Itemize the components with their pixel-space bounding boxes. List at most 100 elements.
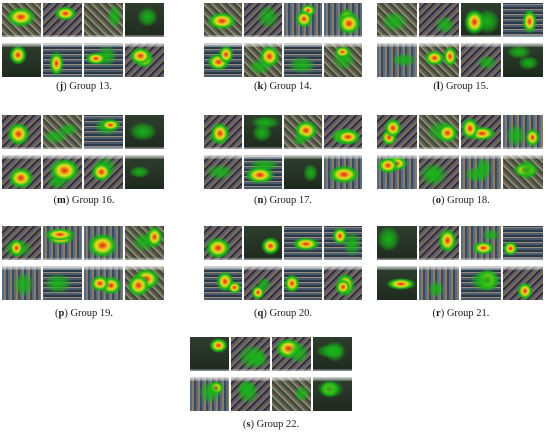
heat-blob [385,278,417,291]
heat-blob [332,47,357,72]
heat-blob [46,175,69,189]
heat-blob [336,272,356,297]
figure-panel-j: (j) Group 13. [2,3,166,95]
heatmap-tile [284,43,322,77]
separator-band [2,258,166,270]
heat-blob [48,50,65,76]
heatmap-tile [204,155,242,189]
heat-blob [127,273,151,297]
heat-blob [87,233,118,258]
figure-caption: (k) Group 14. [253,81,313,92]
heatmap-tile [84,115,123,149]
heat-blob [206,164,234,180]
heat-blob [381,10,409,33]
heatmap-tile [244,266,282,300]
heat-blob [136,7,159,27]
heatmap-tile [503,226,543,260]
figure-panel-r: (r) Group 21. [377,226,545,322]
heatmap-tile [190,337,229,371]
heat-blob [260,237,280,255]
heat-blob [513,161,540,178]
heat-blob [89,274,111,292]
heatmap-tile [461,43,501,77]
heat-blob [8,167,35,189]
separator-band [377,147,545,159]
heat-blob [47,232,74,246]
heat-blob [464,165,490,184]
heat-blob [99,275,122,296]
heat-blob [204,236,232,260]
heatmap-tile [43,266,82,300]
heat-blob [384,117,402,139]
heat-blob [334,279,351,296]
heat-blob [208,130,228,145]
heatmap-tile [43,43,82,77]
heatmap-tile [125,226,164,260]
heat-blob [145,226,164,248]
figure-label: Group 21. [446,308,490,319]
heatmap-tile [84,3,123,37]
heat-blob [129,46,152,65]
separator-band [377,258,545,270]
figure-caption: (m) Group 16. [53,195,115,206]
heat-blob [94,116,120,136]
heat-blob [210,121,231,145]
heat-blob [343,230,362,257]
heat-blob [330,128,360,146]
figure-letter: l [436,81,440,92]
heat-blob [503,241,518,257]
heatmap-tile [204,226,242,260]
heatmap-tile [284,266,322,300]
heat-blob [8,45,28,65]
heatmap-tile [204,266,242,300]
heatmap-tile [377,266,417,300]
heat-blob [519,158,537,182]
heat-blob [93,155,118,179]
heat-blob [336,12,362,36]
figure-letter: p [58,308,65,319]
heat-blob [107,4,123,30]
heat-blob [128,122,158,142]
heat-blob [390,52,417,68]
heatmap-tile [125,43,164,77]
figure-caption: (s) Group 22. [242,419,300,430]
heat-blob [237,378,257,398]
heat-blob [291,237,320,252]
heat-blob [476,55,497,71]
figure-letter: n [257,195,264,206]
heat-blob [236,380,260,405]
heat-blob [525,128,540,148]
figure-letter: s [246,419,251,430]
separator-band [204,35,362,47]
heatmap-tile [2,155,41,189]
heat-blob [518,56,540,70]
heat-blob [317,380,344,399]
heat-blob [295,9,314,29]
heatmap-tile [43,3,82,37]
heat-blob [133,268,160,291]
heatmap-tile [272,377,311,411]
heat-blob [377,156,400,174]
heatmap-tile [125,3,164,37]
heat-blob [5,6,36,28]
heat-blob [12,12,29,28]
heat-blob [381,129,397,146]
heat-blob [468,125,496,142]
heat-blob [332,227,348,246]
heatmap-tile [419,226,459,260]
heat-blob [468,270,501,292]
figure-label: Group 22. [256,419,300,430]
heat-blob [58,123,79,136]
figure-caption: (r) Group 21. [432,308,490,319]
heatmap-tile [204,43,242,77]
figure-caption: (l) Group 15. [433,81,489,92]
heat-blob [426,120,459,143]
heatmap-tile [461,115,501,149]
heatmap-tile [461,226,501,260]
heat-blob [245,166,276,184]
figure-panel-q: (q) Group 20. [204,226,362,322]
figure-caption: (n) Group 17. [253,195,313,206]
heat-blob [293,119,319,141]
heat-blob [521,8,537,35]
heatmap-tile [324,115,362,149]
